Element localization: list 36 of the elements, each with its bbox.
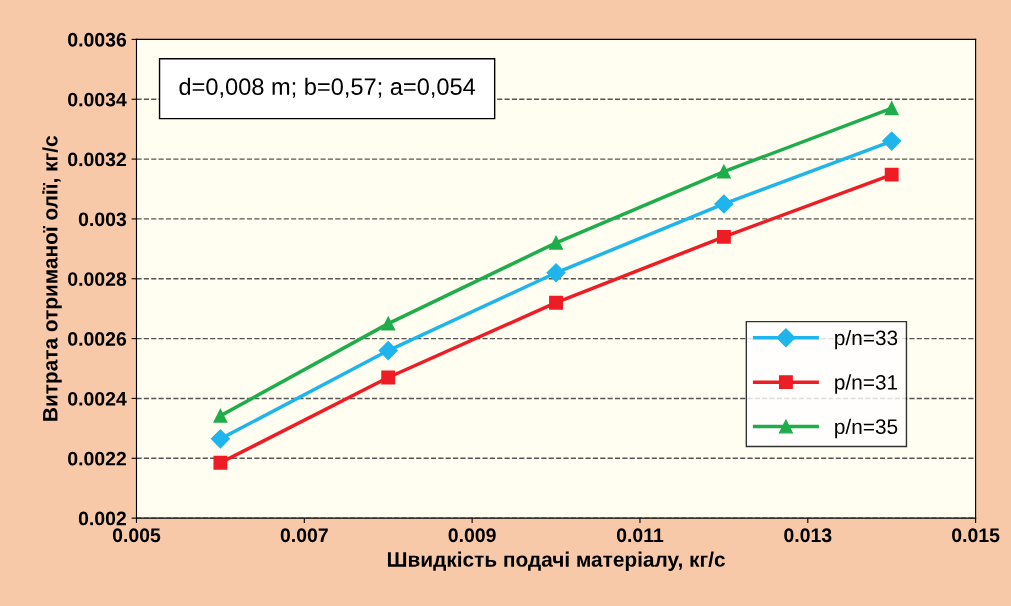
y-tick-label: 0.0034 [68,92,127,107]
x-tick-label: 0.015 [952,528,1000,543]
legend-label: p/n=35 [835,418,898,439]
point [378,341,398,361]
point [381,370,396,385]
annotation: d=0,008 m; b=0,57; a=0,054 [179,77,476,98]
point [549,295,563,310]
point [714,194,734,214]
y-tick-label: 0.0022 [68,451,126,466]
x-tick-label: 0.009 [448,528,496,543]
y-tick-label: 0.0026 [68,332,127,346]
y-axis-title: Витрата отриманої олії, кг/с [42,136,62,421]
point [884,101,899,116]
point [213,455,228,470]
point [716,229,731,244]
point [882,131,902,151]
y-tick-label: 0.002 [78,511,126,526]
legend-label: p/n=31 [835,374,898,394]
y-tick-label: 0.0028 [68,272,127,286]
x-tick-label: 0.005 [112,528,161,543]
x-tick-label: 0.007 [280,528,328,543]
point [549,235,563,250]
point [884,167,899,182]
point [546,263,566,283]
point [213,408,228,423]
x-tick-label: 0.011 [616,528,664,543]
y-tick-label: 0.0032 [68,152,126,167]
y-tick-label: 0.0036 [68,32,127,47]
y-tick-label: 0.003 [78,212,127,227]
x-axis-title: Швидкість подачі матеріалу, кг/с [387,551,725,571]
point [210,429,230,449]
point [381,316,396,331]
y-tick-label: 0.0024 [68,391,127,406]
x-tick-label: 0.013 [784,528,832,543]
legend-label: p/n=33 [835,329,898,350]
point [716,164,731,179]
